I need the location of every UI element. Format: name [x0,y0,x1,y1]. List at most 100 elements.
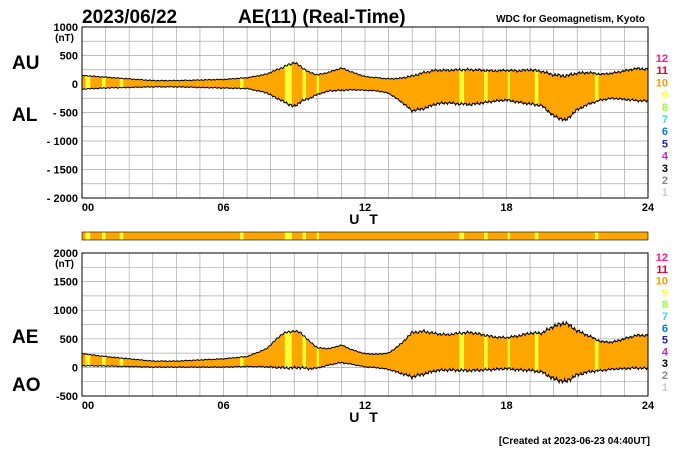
station-band [302,62,307,121]
x-tick-label: 00 [82,400,94,412]
station-strip [81,231,649,241]
legend-count-11: 11 [656,264,668,276]
station-band [316,321,320,383]
legend-count-8: 8 [662,102,668,114]
chart-title: AE(11) (Real-Time) [238,7,406,28]
x-tick-label: 06 [217,400,229,412]
station-band [302,321,307,383]
legend-count-5: 5 [662,335,668,347]
station-band [459,62,465,121]
strip-band [240,232,244,240]
x-tick-label: 24 [642,400,655,412]
y-tick-label: -500 [56,391,78,403]
station-band [534,321,539,383]
y-tick-label: 0 [72,79,78,91]
y-tick-label: 1500 [54,277,78,289]
x-tick-label: 00 [82,202,94,214]
x-tick-label: 06 [217,202,229,214]
y-tick-label: - 500 [53,108,78,120]
side-label-au: AU [12,53,39,74]
x-axis-label: U T [349,409,381,425]
station-band [484,62,488,121]
legend-count-10: 10 [656,276,668,288]
station-band [459,321,465,383]
legend-count-4: 4 [662,151,669,163]
legend-count-12: 12 [656,252,668,264]
x-tick-label: 12 [359,400,371,412]
series-line-ae [81,320,649,363]
station-band [507,321,511,383]
station-band [316,62,320,121]
side-label-al: AL [12,105,38,126]
strip-band [594,232,599,240]
legend-count-2: 2 [662,370,668,382]
station-band [594,321,599,383]
station-band [507,62,511,121]
series-line-ao [81,361,649,385]
strip-band [284,232,292,240]
legend-count-4: 4 [662,346,669,358]
plot-frame [81,26,649,199]
side-label-ae: AE [12,327,38,348]
legend-count-10: 10 [656,77,668,89]
legend-count-6: 6 [662,323,668,335]
chart-org: WDC for Geomagnetism, Kyoto [496,14,645,25]
created-footer: [Created at 2023-06-23 04:40UT] [499,436,650,447]
legend-count-9: 9 [662,287,668,299]
legend-count-7: 7 [662,311,668,323]
station-band [484,321,488,383]
panel-1: 1000 500 0 - 500 - 1000 - 1500 - 2000 (nT) 00 06 1… [12,22,655,227]
strip-bar [81,231,649,241]
legend-count-6: 6 [662,126,668,138]
y-tick-label: 1000 [54,305,78,317]
y-tick-label: - 2000 [47,193,78,205]
chart-date: 2023/06/22 [82,7,177,28]
y-tick-label: 1000 [54,22,78,34]
strip-band [534,232,539,240]
legend-count-11: 11 [656,65,668,77]
legend-count-9: 9 [662,90,668,102]
strip-band [119,232,124,240]
legend-count-5: 5 [662,138,668,150]
y-tick-label: 500 [60,334,78,346]
side-label-ao: AO [12,375,41,396]
strip-band [459,232,465,240]
x-axis-label: U T [349,211,381,227]
y-tick-label: 500 [60,51,78,63]
x-tick-label: 24 [642,202,655,214]
station-band [534,62,539,121]
legend-count-7: 7 [662,114,668,126]
legend-count-3: 3 [662,163,668,175]
y-unit-label: (nT) [55,33,74,44]
y-tick-label: 0 [72,362,78,374]
area-fill [82,321,648,383]
area-fill [82,62,648,121]
station-band [284,62,292,121]
x-tick-label: 18 [500,400,512,412]
station-band [284,321,292,383]
series-line-al [81,85,649,122]
x-tick-label: 18 [500,202,512,214]
y-tick-label: - 1500 [47,165,78,177]
series-line-au [81,61,649,82]
legend-count-12: 12 [656,53,668,65]
strip-band [484,232,488,240]
strip-band [316,232,320,240]
strip-band [102,232,106,240]
strip-band [302,232,307,240]
strip-band [507,232,511,240]
station-band [594,62,599,121]
plot-frame [81,252,649,397]
legend-count-1: 1 [662,382,668,394]
y-unit-label: (nT) [55,259,74,270]
legend-count-2: 2 [662,175,668,187]
legend-count-8: 8 [662,299,668,311]
x-tick-label: 12 [359,202,371,214]
y-tick-label: - 1000 [47,136,78,148]
legend-count-3: 3 [662,358,668,370]
strip-band [85,232,91,240]
panel-2: 2000 1500 1000 500 0 -500 (nT) 00 06 12 18 24 U T AE A… [12,248,655,425]
y-tick-label: 2000 [54,248,78,260]
